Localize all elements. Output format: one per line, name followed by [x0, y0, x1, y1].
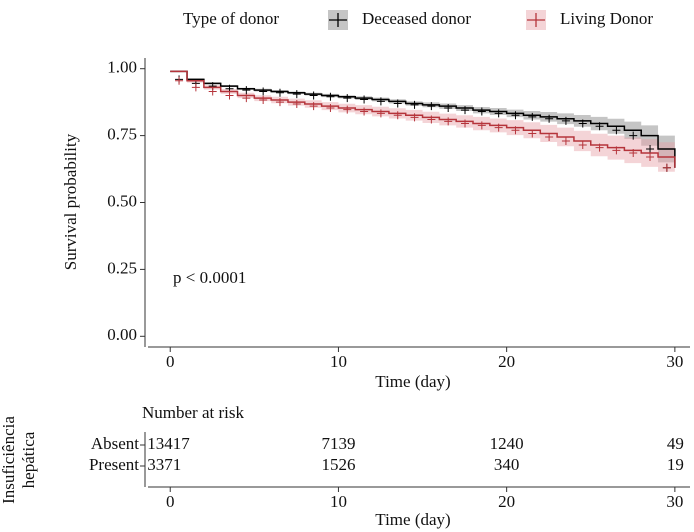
x-tick-label: 0: [166, 352, 175, 371]
censor-mark: [561, 116, 570, 125]
risk-title: Number at risk: [142, 403, 244, 422]
legend-label: Living Donor: [560, 9, 653, 28]
censor-mark: [326, 104, 335, 113]
censor-mark: [595, 122, 604, 131]
confidence-band: [170, 71, 675, 174]
legend-label: Deceased donor: [362, 9, 471, 28]
censor-mark: [208, 87, 217, 96]
row-label: Absent: [91, 434, 139, 453]
y-axis-label: Survival probability: [61, 133, 80, 270]
legend-key-line: [329, 13, 347, 27]
censor-mark: [309, 91, 318, 100]
y-tick-label: 1.00: [107, 58, 137, 77]
censor-mark: [292, 100, 301, 109]
censor-mark: [545, 132, 554, 141]
censor-mark: [578, 119, 587, 128]
x-tick-label: 30: [666, 352, 683, 371]
censor-mark: [309, 102, 318, 111]
censor-mark: [461, 106, 470, 115]
censor-mark: [259, 87, 268, 96]
survival-curve: [170, 70, 676, 168]
risk-x-label: Time (day): [375, 510, 450, 529]
risk-value: 7139: [321, 434, 355, 453]
x-tick-label: 30: [666, 492, 683, 511]
censor-mark: [242, 86, 251, 95]
censor-mark: [444, 104, 453, 113]
y-tick-label: 0.00: [107, 325, 137, 344]
censor-mark: [528, 129, 537, 138]
x-tick-label: 0: [166, 492, 175, 511]
censor-mark: [343, 105, 352, 114]
censor-mark: [360, 95, 369, 104]
risk-y-label: hepática: [19, 431, 38, 488]
censor-mark: [461, 119, 470, 128]
censor-mark: [275, 88, 284, 97]
risk-y-label: Insuficiência: [0, 416, 18, 504]
confidence-band: [170, 71, 675, 184]
censor-mark: [275, 98, 284, 107]
censor-mark: [646, 153, 655, 162]
y-tick-label: 0.25: [107, 258, 137, 277]
censor-mark: [511, 111, 520, 120]
censor-mark: [242, 94, 251, 103]
y-tick-label: 0.50: [107, 191, 137, 210]
x-tick-label: 10: [330, 492, 347, 511]
censor-mark: [444, 117, 453, 126]
survival-curve: [170, 70, 676, 168]
risk-value: 340: [494, 455, 520, 474]
legend-title: Type of donor: [183, 9, 279, 28]
legend-key-line: [527, 13, 545, 27]
censor-mark: [545, 114, 554, 123]
censor-mark: [612, 146, 621, 155]
censor-mark: [427, 102, 436, 111]
censor-mark: [376, 109, 385, 118]
censor-mark: [410, 113, 419, 122]
x-tick-label: 20: [498, 352, 515, 371]
censor-mark: [191, 83, 200, 92]
censor-mark: [410, 100, 419, 109]
censor-mark: [360, 107, 369, 116]
censor-mark: [175, 76, 184, 85]
censor-mark: [477, 107, 486, 116]
risk-value: 49: [667, 434, 684, 453]
censor-mark: [477, 121, 486, 130]
censor-mark: [225, 91, 234, 100]
censor-mark: [343, 94, 352, 103]
risk-value: 13417: [147, 434, 190, 453]
censor-mark: [259, 96, 268, 105]
censor-mark: [494, 123, 503, 132]
censor-mark: [393, 111, 402, 120]
risk-value: 1240: [490, 434, 524, 453]
censor-mark: [646, 144, 655, 153]
x-axis-label: Time (day): [375, 372, 450, 391]
risk-value: 19: [667, 455, 684, 474]
censor-mark: [393, 99, 402, 108]
censor-mark: [629, 148, 638, 157]
annotation: p < 0.0001: [173, 268, 246, 287]
censor-mark: [578, 140, 587, 149]
risk-value: 1526: [321, 455, 355, 474]
censor-mark: [561, 136, 570, 145]
row-label: Present: [89, 455, 139, 474]
censor-mark: [528, 112, 537, 121]
censor-mark: [612, 126, 621, 135]
censor-mark: [595, 143, 604, 152]
risk-value: 3371: [147, 455, 181, 474]
x-tick-label: 10: [330, 352, 347, 371]
censor-mark: [427, 115, 436, 124]
y-tick-label: 0.75: [107, 125, 137, 144]
censor-mark: [376, 97, 385, 106]
censor-mark: [662, 163, 671, 172]
censor-mark: [292, 90, 301, 99]
x-tick-label: 20: [498, 492, 515, 511]
censor-mark: [511, 126, 520, 135]
censor-mark: [629, 131, 638, 140]
censor-mark: [326, 92, 335, 101]
censor-mark: [494, 109, 503, 118]
